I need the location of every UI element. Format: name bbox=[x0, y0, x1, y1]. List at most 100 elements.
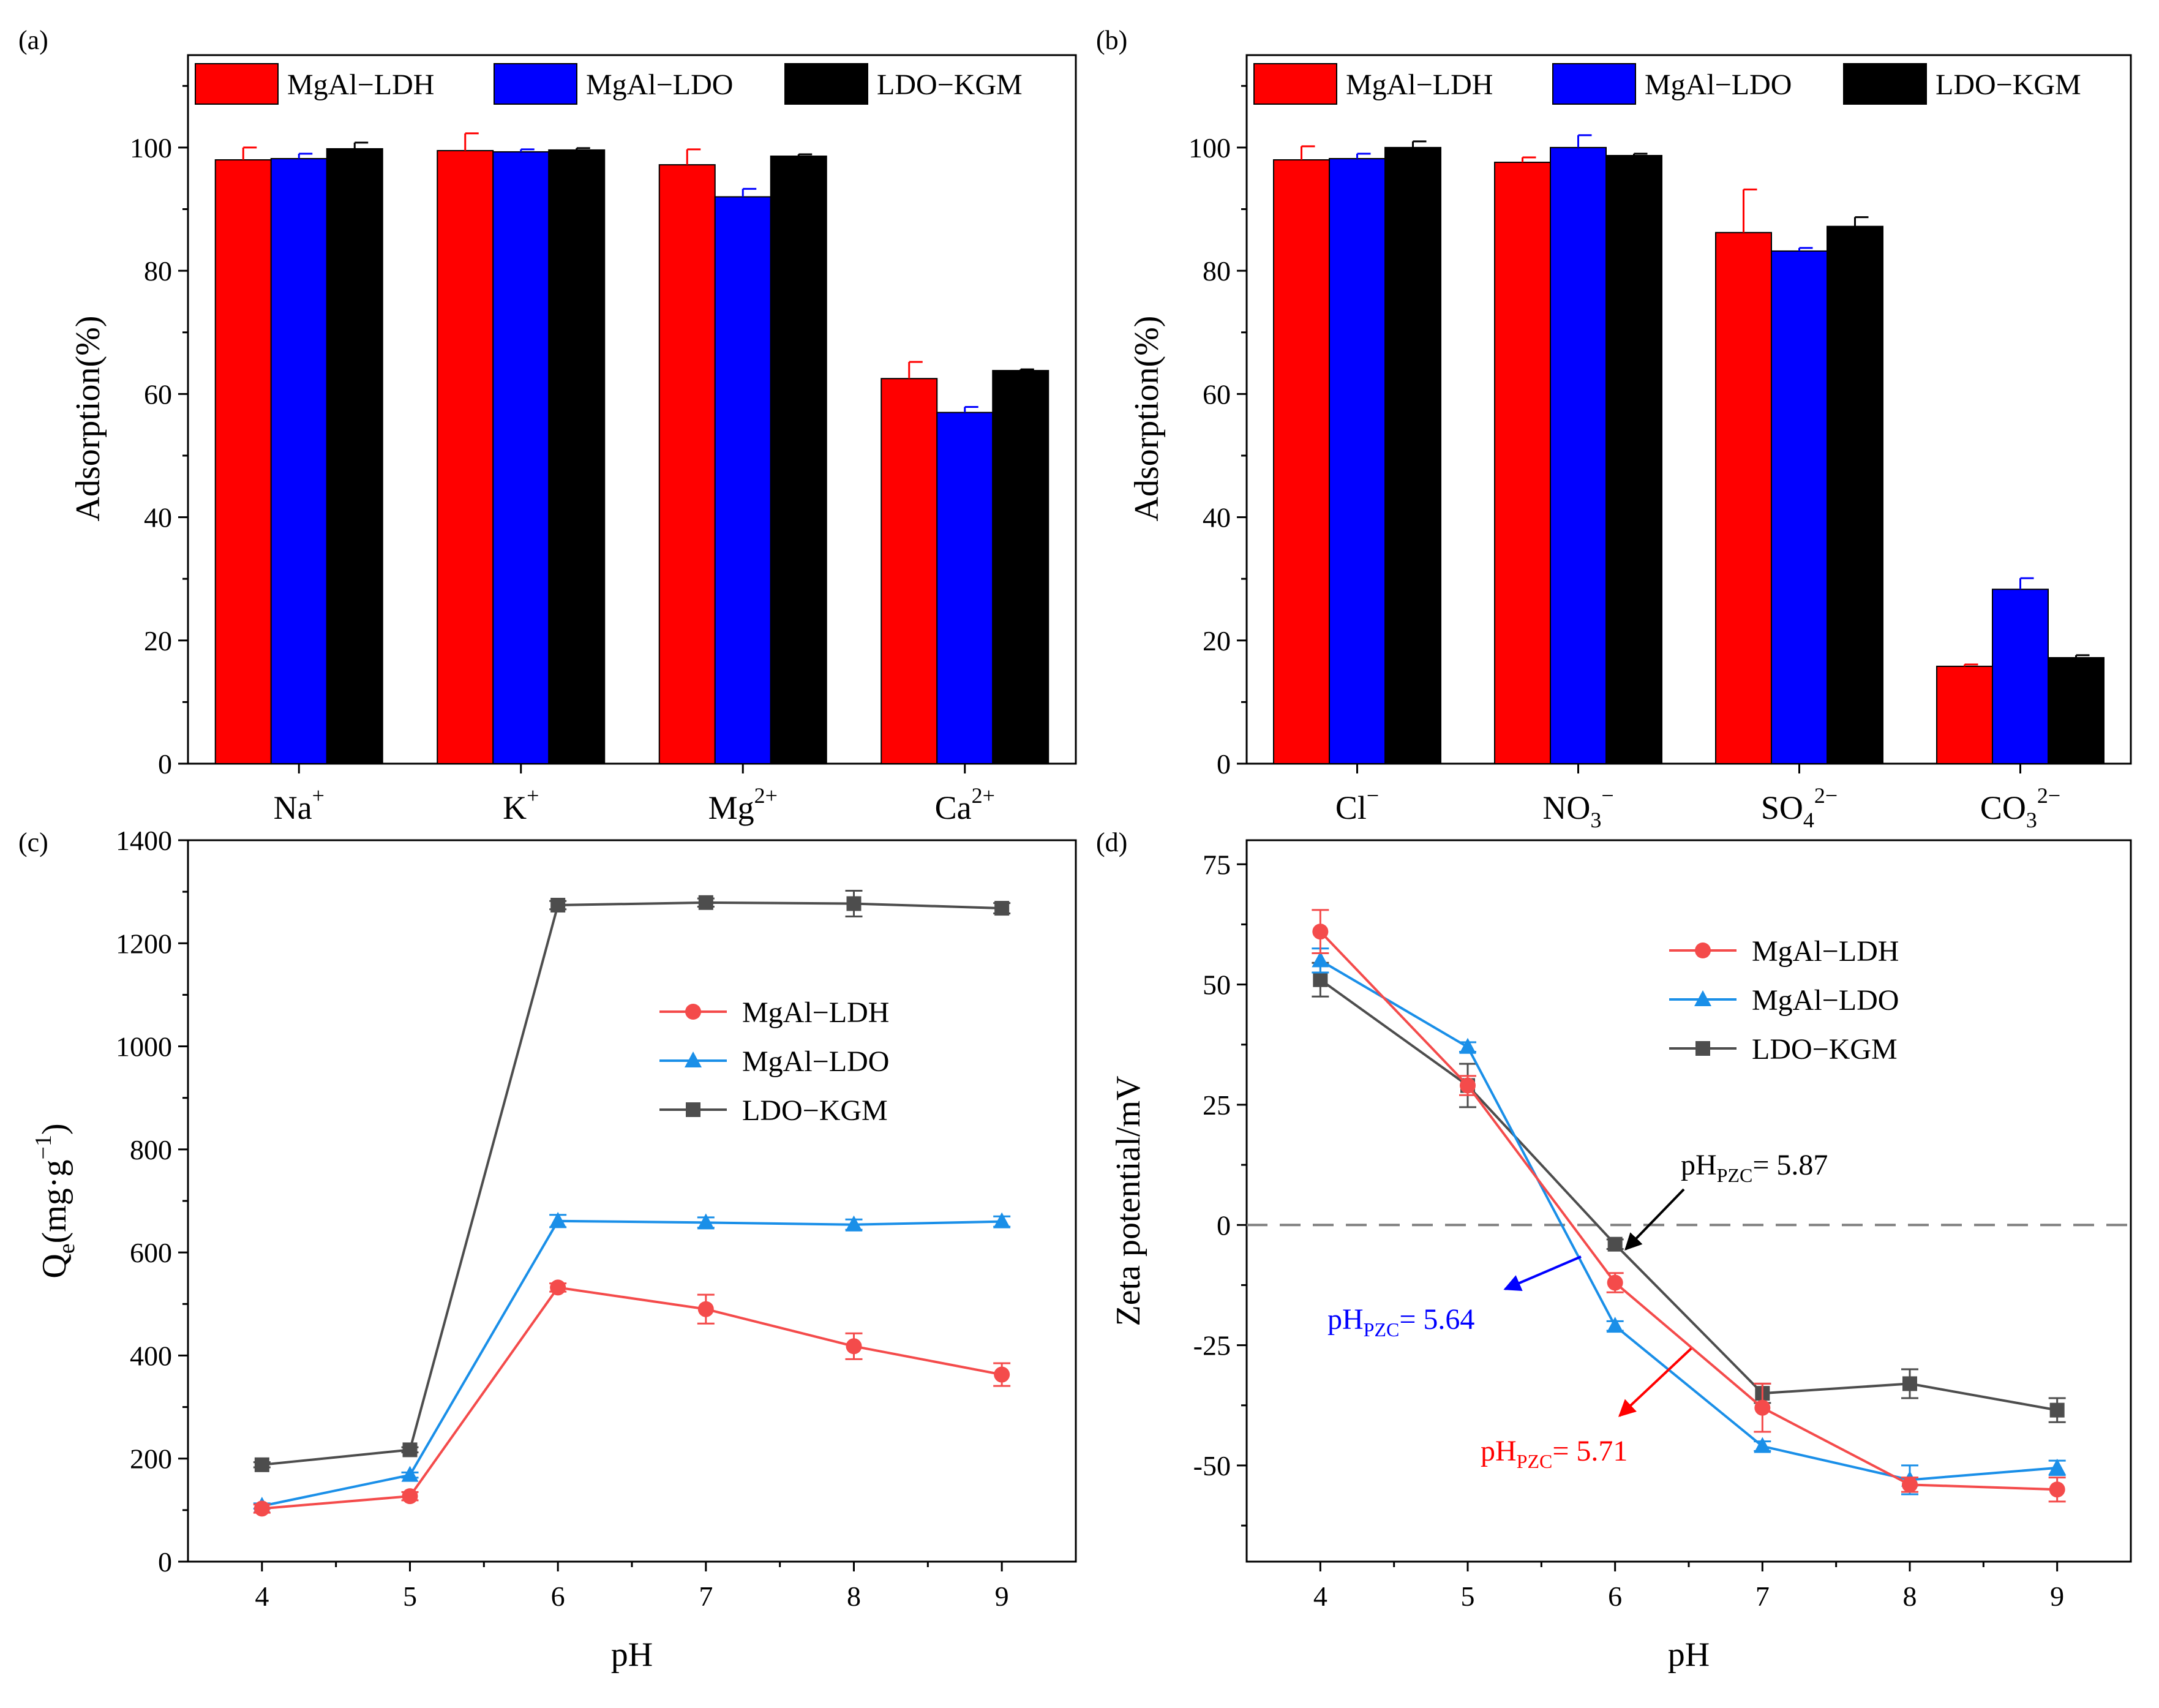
bar bbox=[1273, 159, 1330, 764]
x-tick-label: 9 bbox=[995, 1581, 1009, 1612]
data-point bbox=[993, 1212, 1011, 1228]
x-tick-label: Mg2+ bbox=[708, 783, 778, 826]
x-tick-label: SO42− bbox=[1761, 783, 1838, 832]
legend-label: MgAl−LDH bbox=[1346, 69, 1493, 101]
y-axis-label: Zeta potential/mV bbox=[1110, 1076, 1147, 1326]
legend-marker bbox=[1695, 942, 1711, 958]
x-tick-label: 7 bbox=[1755, 1581, 1770, 1612]
panel-label-c: (c) bbox=[18, 827, 48, 857]
y-tick-label: 50 bbox=[1203, 969, 1231, 1001]
legend-swatch bbox=[195, 63, 279, 105]
y-tick-label: 0 bbox=[158, 1546, 172, 1578]
pzc-annotation: pHPZC= 5.87 bbox=[1681, 1149, 1828, 1186]
y-tick-label: 20 bbox=[144, 625, 172, 656]
y-tick-label: 400 bbox=[130, 1340, 172, 1371]
legend-label: MgAl−LDO bbox=[1645, 69, 1792, 101]
data-point bbox=[697, 1301, 714, 1317]
x-tick-label: Ca2+ bbox=[935, 783, 995, 826]
bar bbox=[1550, 146, 1607, 765]
data-point bbox=[1754, 1437, 1771, 1453]
bar bbox=[437, 149, 494, 764]
data-point bbox=[1313, 972, 1328, 987]
y-tick-label: 1400 bbox=[116, 825, 172, 856]
legend-label: MgAl−LDO bbox=[586, 69, 733, 101]
data-point bbox=[1902, 1376, 1917, 1391]
bar bbox=[1605, 154, 1662, 764]
x-tick-label: 9 bbox=[2050, 1581, 2064, 1612]
y-axis-label: Adsorption(%) bbox=[1128, 316, 1166, 522]
data-point bbox=[254, 1457, 269, 1472]
data-point bbox=[994, 901, 1010, 916]
legend-marker bbox=[685, 1052, 702, 1067]
panel-c-frame bbox=[187, 839, 1077, 1563]
data-point bbox=[401, 1465, 419, 1482]
x-tick-label: CO32− bbox=[1980, 783, 2060, 832]
legend-label: MgAl−LDO bbox=[1752, 984, 1899, 1017]
legend-label: MgAl−LDH bbox=[287, 69, 434, 101]
legend-label: MgAl−LDO bbox=[742, 1045, 889, 1078]
x-axis-label: pH bbox=[1668, 1636, 1710, 1674]
panel-label-b: (b) bbox=[1096, 25, 1127, 55]
pzc-arrow bbox=[1618, 1347, 1692, 1417]
legend-label: MgAl−LDH bbox=[1752, 935, 1899, 968]
x-tick-label: 8 bbox=[847, 1581, 861, 1612]
legend-swatch bbox=[1552, 63, 1636, 105]
y-tick-label: 75 bbox=[1203, 849, 1231, 880]
series-line bbox=[1320, 979, 2058, 1412]
legend-swatch bbox=[784, 63, 868, 105]
bar bbox=[658, 164, 716, 764]
panel-a-frame bbox=[187, 54, 1077, 765]
series-line bbox=[261, 901, 1002, 1466]
y-tick-label: 40 bbox=[1203, 502, 1231, 533]
bar bbox=[880, 378, 938, 764]
bar bbox=[548, 149, 606, 765]
bar bbox=[936, 412, 994, 764]
x-tick-label: 5 bbox=[1461, 1581, 1475, 1612]
data-point bbox=[846, 1338, 862, 1355]
bar bbox=[770, 155, 827, 764]
x-tick-label: NO3− bbox=[1542, 783, 1613, 832]
pzc-annotation: pHPZC= 5.71 bbox=[1481, 1435, 1628, 1472]
y-tick-label: 1000 bbox=[116, 1031, 172, 1063]
y-tick-label: 1200 bbox=[116, 928, 172, 959]
y-tick-label: 60 bbox=[144, 378, 172, 410]
x-axis-label: pH bbox=[611, 1636, 653, 1674]
data-point bbox=[1312, 951, 1329, 968]
data-point bbox=[2049, 1481, 2065, 1498]
series-line bbox=[1319, 930, 2057, 1491]
data-point bbox=[698, 895, 713, 910]
x-tick-label: 6 bbox=[1608, 1581, 1622, 1612]
y-tick-label: 100 bbox=[1188, 132, 1231, 164]
data-point bbox=[253, 1500, 270, 1517]
panel-label-a: (a) bbox=[18, 25, 48, 55]
x-tick-label: 6 bbox=[551, 1581, 565, 1612]
y-tick-label: 0 bbox=[1217, 1210, 1231, 1241]
y-tick-label: 600 bbox=[130, 1237, 172, 1268]
legend-marker bbox=[686, 1102, 700, 1117]
y-tick-label: 100 bbox=[130, 132, 172, 164]
y-tick-label: 200 bbox=[130, 1443, 172, 1475]
data-point bbox=[549, 1211, 567, 1228]
bar bbox=[214, 159, 272, 764]
y-axis-label: Adsorption(%) bbox=[69, 316, 107, 522]
data-point bbox=[1312, 924, 1329, 940]
legend-label: LDO−KGM bbox=[1752, 1033, 1898, 1066]
data-point bbox=[1606, 1317, 1624, 1333]
bar bbox=[1329, 158, 1386, 765]
pzc-annotation: pHPZC= 5.64 bbox=[1327, 1303, 1474, 1341]
bar bbox=[1827, 225, 1883, 764]
bar bbox=[714, 196, 772, 764]
y-tick-label: 80 bbox=[144, 255, 172, 287]
data-point bbox=[1460, 1077, 1476, 1094]
x-tick-label: 4 bbox=[1313, 1581, 1327, 1612]
panel-b-frame bbox=[1245, 54, 2132, 765]
x-tick-label: 7 bbox=[699, 1581, 713, 1612]
legend-label: MgAl−LDH bbox=[742, 996, 889, 1029]
y-tick-label: 40 bbox=[144, 502, 172, 533]
bar bbox=[492, 151, 550, 765]
data-point bbox=[1754, 1399, 1771, 1416]
data-point bbox=[994, 1366, 1010, 1383]
panel-d-frame bbox=[1245, 839, 2132, 1563]
bar bbox=[1715, 231, 1772, 764]
